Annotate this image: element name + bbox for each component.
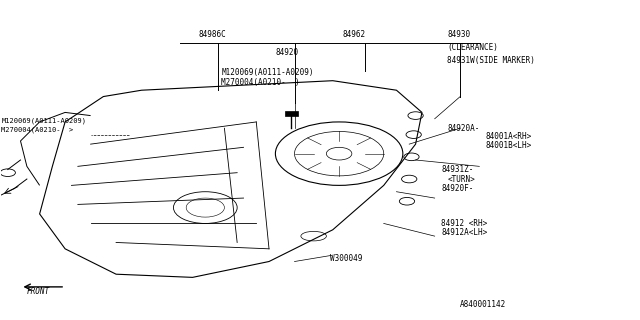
Text: <TURN>: <TURN> [447,174,475,184]
Text: W300049: W300049 [330,254,362,263]
Text: A840001142: A840001142 [460,300,506,309]
Text: 84001A<RH>: 84001A<RH> [486,132,532,141]
Text: FRONT: FRONT [27,287,50,296]
Text: M120069(A0111-A0209): M120069(A0111-A0209) [221,68,314,77]
Text: M120069(A0111-A0209): M120069(A0111-A0209) [1,117,86,124]
Text: 84986C: 84986C [199,30,227,39]
Text: 84962: 84962 [342,30,365,39]
Text: M270004(A0210-  >: M270004(A0210- > [1,127,74,133]
Text: 84920: 84920 [275,48,298,57]
Text: (CLEARANCE): (CLEARANCE) [447,43,499,52]
Text: 84920F-: 84920F- [441,184,474,193]
Bar [285,111,298,116]
Text: 84001B<LH>: 84001B<LH> [486,141,532,150]
Text: 84931Z-: 84931Z- [441,165,474,174]
Text: 84912A<LH>: 84912A<LH> [441,228,487,237]
Text: 84931W(SIDE MARKER): 84931W(SIDE MARKER) [447,56,535,65]
Text: 84930: 84930 [447,30,470,39]
Text: 84912 <RH>: 84912 <RH> [441,219,487,228]
Text: 84920A-: 84920A- [447,124,480,133]
Text: M270004(A0210-  ): M270004(A0210- ) [221,78,300,87]
